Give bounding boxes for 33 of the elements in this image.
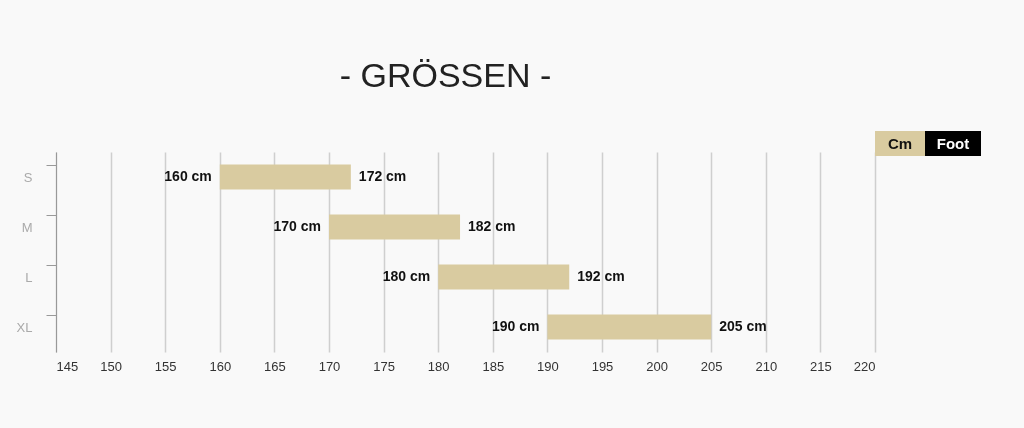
bar <box>219 164 351 190</box>
x-tick-label: 220 <box>853 358 876 374</box>
x-tick-label: 180 <box>427 358 450 374</box>
x-tick-label: 165 <box>264 358 286 374</box>
chart-title: - GRÖSSEN - <box>339 56 552 94</box>
annotation: 182 cm <box>468 218 516 234</box>
x-tick-label: 170 <box>318 358 341 374</box>
bar <box>438 264 570 290</box>
x-tick-label: 175 <box>373 358 395 374</box>
x-tick-label: 195 <box>591 358 614 374</box>
x-tick-label: 155 <box>154 358 177 374</box>
x-tick-label: 200 <box>646 358 668 374</box>
annotation: 190 cm <box>491 318 540 334</box>
annotation: 172 cm <box>358 168 407 184</box>
x-tick-label: 160 <box>209 358 232 374</box>
annotation: 180 cm <box>382 268 431 284</box>
x-tick-label: 215 <box>810 358 832 374</box>
bar <box>329 214 461 240</box>
x-tick-label: 210 <box>755 358 778 374</box>
bar <box>547 314 712 340</box>
x-tick-label: 190 <box>537 358 559 374</box>
x-tick-label: 145 <box>56 358 79 374</box>
y-tick-label: L <box>25 269 33 285</box>
x-tick-label: 185 <box>482 358 505 374</box>
y-tick-label: M <box>21 219 33 235</box>
annotation: 170 cm <box>273 218 321 234</box>
y-tick-label: S <box>23 169 33 185</box>
annotation: 192 cm <box>577 268 625 284</box>
x-tick-label: 150 <box>100 358 122 374</box>
annotation: 205 cm <box>719 318 767 334</box>
x-tick-label: 205 <box>700 358 723 374</box>
y-tick-label: XL <box>16 319 33 335</box>
annotation: 160 cm <box>164 168 212 184</box>
